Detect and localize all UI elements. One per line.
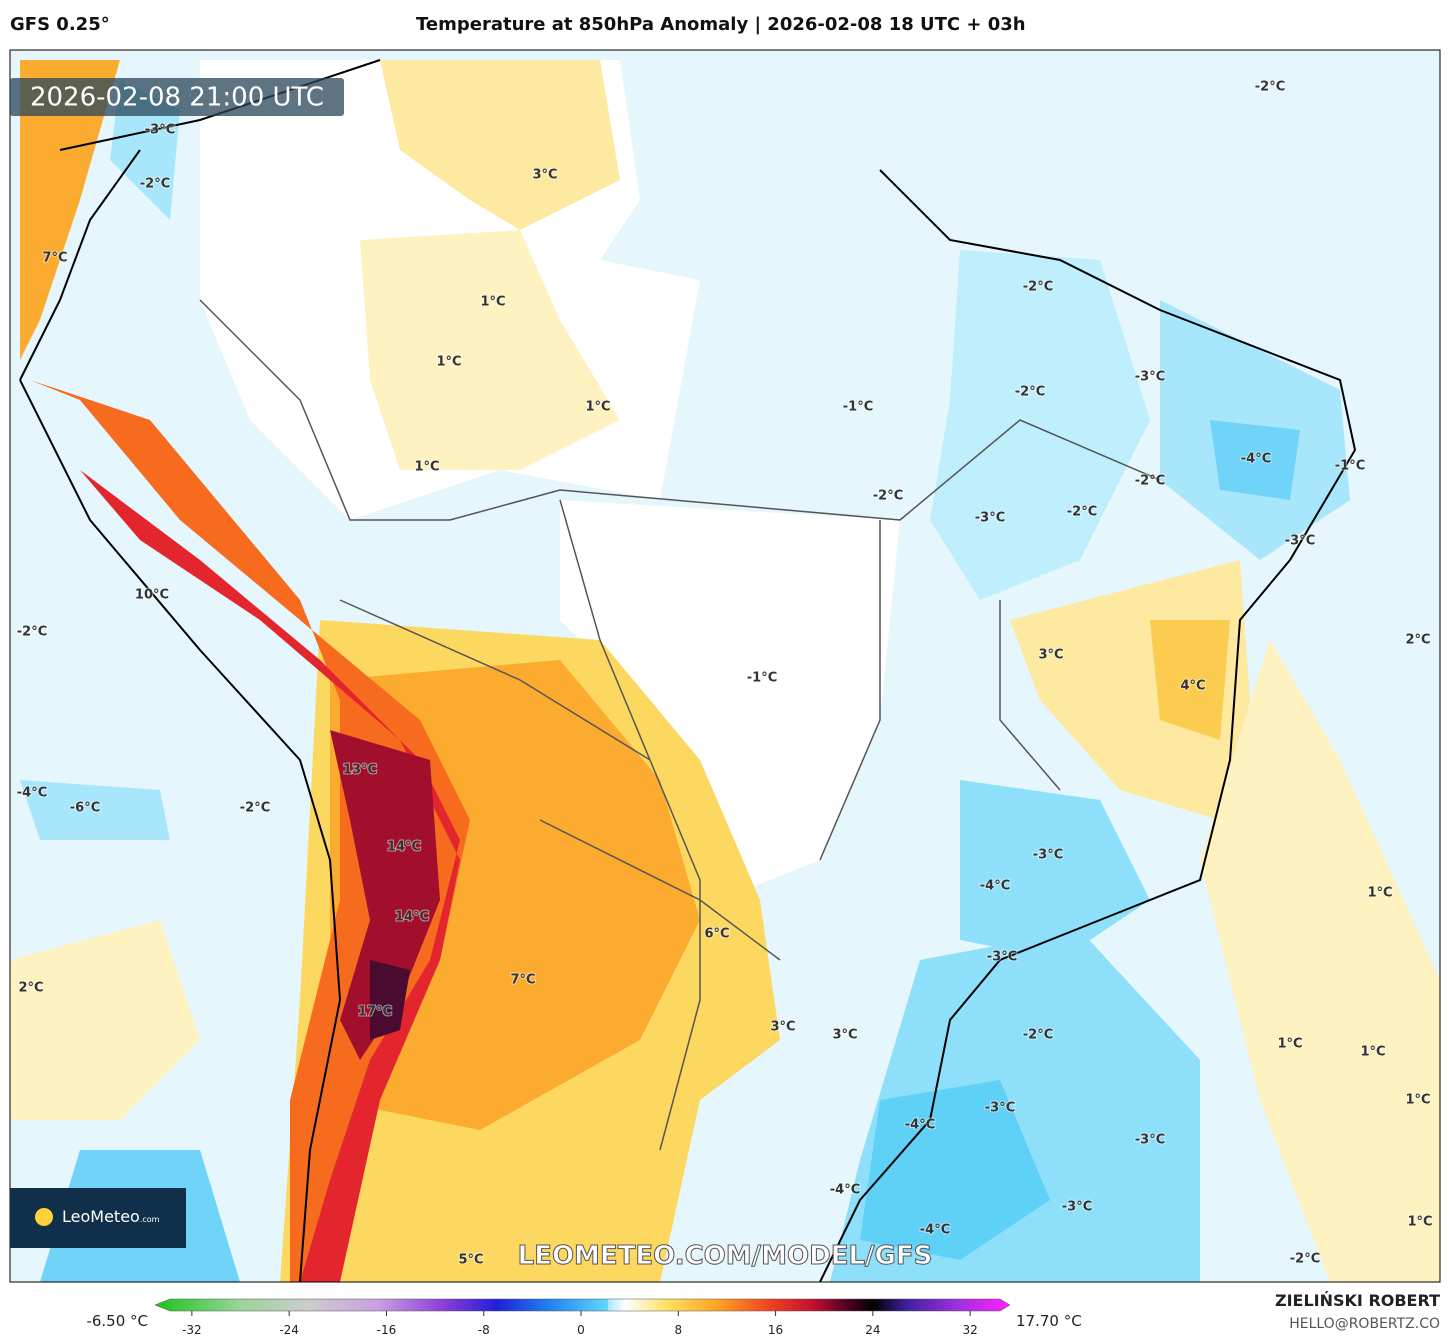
map-labels: 3°C -3°C -2°C 7°C 1°C 1°C 1°C 1°C -2°C -2°C -3°C -2…	[16, 79, 1434, 1269]
map-label: 1°C	[1405, 1093, 1430, 1108]
map-label: 1°C	[1407, 1215, 1432, 1230]
map-label: -2°C	[140, 177, 170, 192]
map-label: 4°C	[1180, 679, 1205, 694]
map-label: 14°C	[387, 840, 421, 855]
map-label: 7°C	[42, 251, 67, 266]
map-label: 2°C	[18, 981, 43, 996]
map-label: 1°C	[436, 355, 461, 370]
map-label: 2°C	[1405, 633, 1430, 648]
colorbar-tick-label: -24	[279, 1323, 299, 1337]
map-label: 6°C	[704, 927, 729, 942]
map-label: -2°C	[240, 801, 270, 816]
author: ZIELIŃSKI ROBERT	[1275, 1291, 1440, 1310]
colorbar-tick-label: 16	[768, 1323, 783, 1337]
map-label: -4°C	[980, 879, 1010, 894]
map-label: -3°C	[145, 123, 175, 138]
map-label: -3°C	[975, 511, 1005, 526]
map-field	[10, 50, 1440, 1282]
map-label: 1°C	[585, 400, 610, 415]
map-label: 1°C	[414, 460, 439, 475]
map-frame	[9, 49, 1441, 1283]
map-label: -2°C	[1255, 80, 1285, 95]
map-label: -3°C	[1285, 534, 1315, 549]
map-label: 3°C	[1038, 648, 1063, 663]
map-label: -1°C	[747, 671, 777, 686]
colorbar-tick-label: 0	[577, 1323, 585, 1337]
map-label: 1°C	[1277, 1037, 1302, 1052]
map-label: -2°C	[1135, 474, 1165, 489]
model-name: GFS 0.25°	[10, 14, 110, 35]
map-label: -3°C	[985, 1101, 1015, 1116]
map-label: -2°C	[1067, 505, 1097, 520]
map-label: 5°C	[458, 1253, 483, 1268]
colorbar-tick-label: 24	[865, 1323, 880, 1337]
colorbar-ticks: -32 -24 -16 -8 0 8 16 24 32	[182, 1311, 978, 1337]
map-label: -3°C	[1033, 848, 1063, 863]
colorbar-min: -6.50 °C	[86, 1312, 148, 1330]
logo-name: LeoMeteo	[62, 1207, 140, 1226]
colorbar-tick-label: -16	[377, 1323, 397, 1337]
map-label: 3°C	[832, 1028, 857, 1043]
map-label: 10°C	[135, 588, 169, 603]
colorbar-tick-label: 8	[674, 1323, 682, 1337]
map-label: -2°C	[17, 625, 47, 640]
map-label: -2°C	[1023, 1028, 1053, 1043]
map-label: -4°C	[830, 1183, 860, 1198]
map-label: 3°C	[770, 1020, 795, 1035]
map-label: -1°C	[843, 400, 873, 415]
colorbar-tick-label: -8	[478, 1323, 490, 1337]
colorbar-tick-label: 32	[962, 1323, 977, 1337]
map-label: 7°C	[510, 973, 535, 988]
logo-suffix: .com	[140, 1215, 160, 1224]
map-label: 14°C	[395, 910, 429, 925]
map-label: -2°C	[1015, 385, 1045, 400]
map-label: -3°C	[1135, 370, 1165, 385]
map-label: -2°C	[1023, 280, 1053, 295]
map-label: -1°C	[1335, 459, 1365, 474]
timestamp-box	[10, 78, 344, 116]
map-label: -4°C	[1241, 452, 1271, 467]
map-label: -4°C	[905, 1118, 935, 1133]
map-label: 1°C	[1360, 1045, 1385, 1060]
borders	[199, 299, 1161, 1151]
map-label: -3°C	[1135, 1133, 1165, 1148]
colorbar-max: 17.70 °C	[1016, 1312, 1082, 1330]
map-label: 3°C	[532, 168, 557, 183]
timestamp: 2026-02-08 21:00 UTC	[30, 83, 324, 113]
map-label: 1°C	[1367, 886, 1392, 901]
map-label: 17°C	[358, 1005, 392, 1020]
map-label: 13°C	[343, 763, 377, 778]
colorbar-tick-label: -32	[182, 1323, 202, 1337]
map-label: -4°C	[17, 786, 47, 801]
map-label: -2°C	[1290, 1252, 1320, 1267]
watermark: LEOMETEO.COM/MODEL/GFS	[518, 1241, 933, 1271]
logo: LeoMeteo.com	[62, 1207, 160, 1226]
map-label: -3°C	[1062, 1200, 1092, 1215]
map-label: -3°C	[987, 950, 1017, 965]
map-title: Temperature at 850hPa Anomaly | 2026-02-…	[416, 14, 1026, 35]
logo-sun	[35, 1208, 53, 1226]
map-label: -6°C	[70, 801, 100, 816]
colorbar	[154, 1298, 1011, 1312]
map-label: -2°C	[873, 489, 903, 504]
map-label: 1°C	[480, 295, 505, 310]
map-label: -4°C	[920, 1223, 950, 1238]
email: HELLO@ROBERTZ.CO	[1289, 1316, 1440, 1332]
coastline	[19, 59, 1357, 1283]
